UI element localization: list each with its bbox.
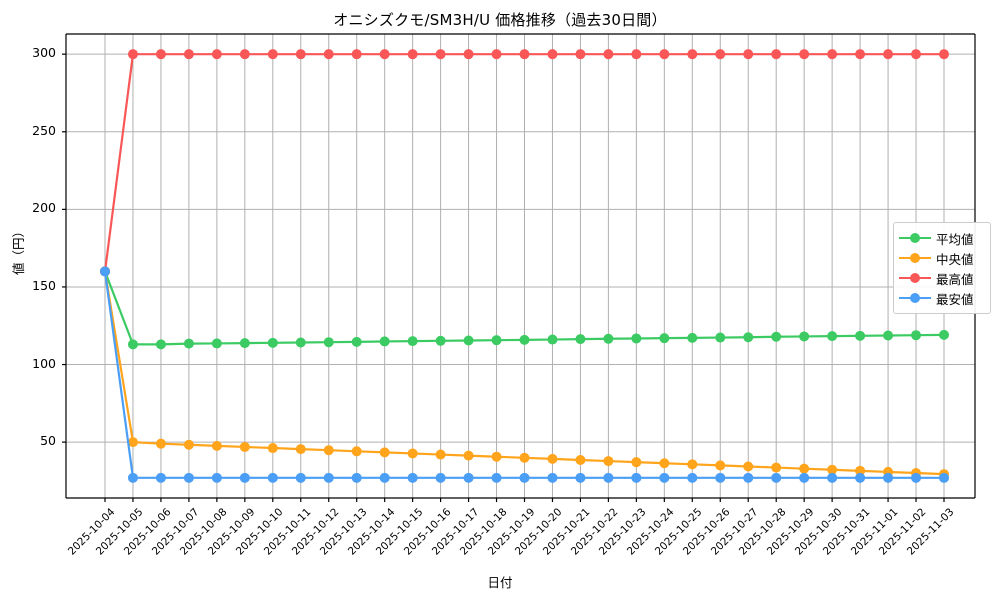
chart-title: オニシズクモ/SM3H/U 価格推移（過去30日間） xyxy=(333,11,667,29)
y-tick-label: 250 xyxy=(32,122,56,138)
legend-item-1: 中央値 xyxy=(899,248,984,268)
y-tick-label: 150 xyxy=(32,277,56,293)
legend-item-0: 平均値 xyxy=(899,228,984,248)
legend-label: 平均値 xyxy=(936,231,974,247)
legend-item-2: 最高値 xyxy=(899,268,984,288)
series-2 xyxy=(100,49,949,277)
x-axis-label: 日付 xyxy=(487,575,513,590)
legend-label: 最高値 xyxy=(936,271,974,287)
legend-label: 中央値 xyxy=(936,251,974,267)
y-axis-label: 値（円） xyxy=(11,224,26,276)
legend-label: 最安値 xyxy=(936,291,974,307)
y-tick-label: 50 xyxy=(40,433,56,449)
legend-item-3: 最安値 xyxy=(899,288,984,308)
legend-marker-icon xyxy=(899,271,931,285)
legend-marker-icon xyxy=(899,291,931,305)
series-0 xyxy=(100,266,949,350)
legend-marker-icon xyxy=(899,231,931,245)
y-tick-label: 200 xyxy=(32,200,56,216)
y-tick-label: 100 xyxy=(32,355,56,371)
legend-marker-icon xyxy=(899,251,931,265)
chart-legend: 平均値中央値最高値最安値 xyxy=(893,222,991,314)
series-3 xyxy=(100,266,949,483)
y-tick-label: 300 xyxy=(32,45,56,61)
